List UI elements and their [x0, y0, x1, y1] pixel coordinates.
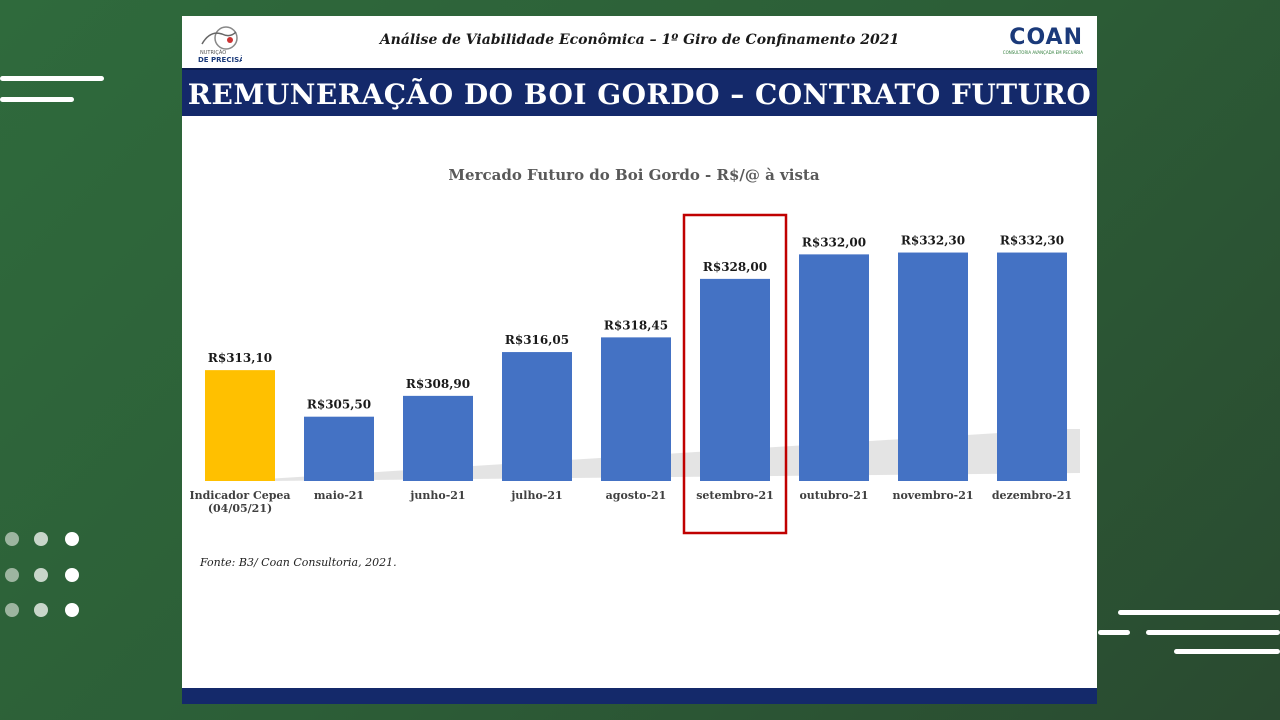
footer-bar [182, 688, 1097, 704]
decor-line-3 [1118, 610, 1280, 615]
category-tick-label: julho-21 [510, 489, 562, 502]
data-label: R$318,45 [604, 318, 668, 332]
bar-chart: Mercado Futuro do Boi Gordo - R$/@ à vis… [189, 166, 1080, 535]
logo-left-line2: DE PRECISÃO [198, 55, 242, 64]
decor-dot [65, 603, 79, 617]
category-tick-label: outubro-21 [799, 489, 868, 502]
bar [304, 416, 374, 481]
chart-title: Mercado Futuro do Boi Gordo - R$/@ à vis… [448, 166, 819, 184]
nutricao-de-precisao-logo: NUTRIÇÃO DE PRECISÃO [196, 24, 251, 64]
title-banner: REMUNERAÇÃO DO BOI GORDO – CONTRATO FUTU… [182, 68, 1097, 144]
decor-line-6 [1174, 649, 1280, 654]
category-tick-label: dezembro-21 [992, 489, 1072, 502]
banner-title: REMUNERAÇÃO DO BOI GORDO – CONTRATO FUTU… [187, 78, 1092, 144]
highlight-box [682, 213, 788, 535]
bar [601, 337, 671, 481]
source-note: Fonte: B3/ Coan Consultoria, 2021. [200, 556, 397, 569]
decor-dot [34, 568, 48, 582]
decor-dot [65, 532, 79, 546]
decor-dot [34, 532, 48, 546]
bar [898, 252, 968, 481]
coan-logo-tagline: CONSULTORIA AVANÇADA EM PECUÁRIA [1002, 50, 1083, 55]
category-tick-label: Indicador Cepea [189, 489, 290, 502]
decor-dot [5, 603, 19, 617]
data-label: R$332,30 [901, 234, 965, 248]
data-label: R$308,90 [406, 377, 470, 391]
header-title: Análise de Viabilidade Econômica – 1º Gi… [379, 32, 900, 48]
decor-line-2 [0, 97, 74, 102]
decor-line-5 [1146, 630, 1280, 635]
decor-line-4 [1098, 630, 1130, 635]
category-tick-label: agosto-21 [606, 489, 667, 502]
data-label: R$316,05 [505, 333, 569, 347]
category-tick-label: (04/05/21) [208, 502, 272, 515]
data-label: R$332,30 [1000, 234, 1064, 248]
slide-header: NUTRIÇÃO DE PRECISÃO Análise de Viabilid… [182, 16, 1097, 68]
decor-line-1 [0, 76, 104, 81]
bar [502, 352, 572, 481]
data-label: R$305,50 [307, 398, 371, 412]
decor-dot [34, 603, 48, 617]
category-tick-label: maio-21 [314, 489, 364, 502]
slide: NUTRIÇÃO DE PRECISÃO Análise de Viabilid… [182, 16, 1097, 704]
data-label: R$313,10 [208, 351, 272, 365]
data-label: R$332,00 [802, 235, 866, 249]
category-tick-label: setembro-21 [696, 489, 774, 502]
bar [997, 252, 1067, 481]
decor-dot [65, 568, 79, 582]
coan-logo: COAN CONSULTORIA AVANÇADA EM PECUÁRIA [991, 26, 1083, 62]
bar [403, 395, 473, 481]
data-label: R$328,00 [703, 260, 767, 274]
logo-left-line1: NUTRIÇÃO [200, 49, 226, 56]
decor-dot [5, 568, 19, 582]
category-tick-label: junho-21 [409, 489, 465, 502]
bar [700, 278, 770, 481]
coan-logo-name: COAN [1009, 25, 1083, 50]
category-tick-label: novembro-21 [892, 489, 973, 502]
decor-dot [5, 532, 19, 546]
bar [205, 370, 275, 481]
bar [799, 254, 869, 481]
